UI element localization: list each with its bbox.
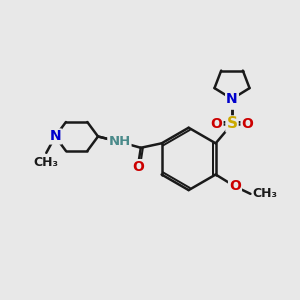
Text: N: N <box>226 95 238 109</box>
Text: O: O <box>132 160 144 174</box>
Text: NH: NH <box>108 135 130 148</box>
Text: CH₃: CH₃ <box>34 156 59 170</box>
Text: N: N <box>50 130 61 143</box>
Text: CH₃: CH₃ <box>252 187 277 200</box>
Text: O: O <box>211 117 223 131</box>
Text: N: N <box>226 92 238 106</box>
Text: O: O <box>242 117 254 131</box>
Text: O: O <box>229 179 241 194</box>
Text: S: S <box>226 116 238 131</box>
